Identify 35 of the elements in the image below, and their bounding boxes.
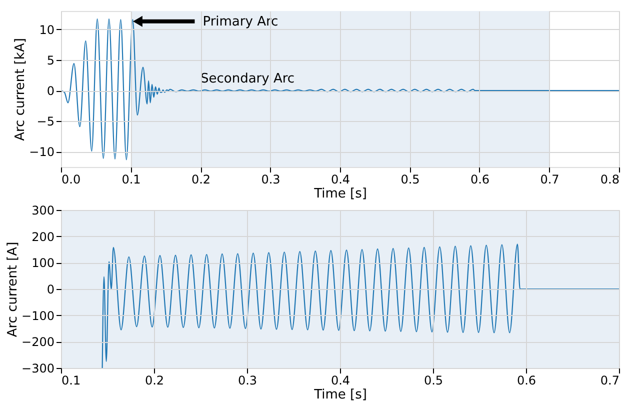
- x-tick-label: 0.3: [261, 172, 280, 186]
- line-series: [102, 244, 619, 368]
- x-tick-label: 0.2: [144, 374, 164, 388]
- x-tick-label: 0.4: [330, 374, 350, 388]
- y-axis-title: Arc current [A]: [6, 242, 21, 338]
- y-tick-label: 0: [46, 84, 54, 98]
- x-tick-label: 0.4: [330, 172, 350, 186]
- x-tick-label: 0.5: [400, 172, 420, 186]
- x-tick-label: 0.1: [62, 374, 81, 388]
- x-tick-label: 0.7: [540, 172, 560, 186]
- x-tick-label: 0.0: [62, 172, 81, 186]
- x-tick-label: 0.7: [600, 374, 620, 388]
- y-tick-label: 0: [46, 282, 54, 296]
- x-axis-title: Time [s]: [313, 388, 367, 402]
- y-tick-label: −5: [36, 114, 54, 129]
- y-tick-label: −300: [22, 362, 54, 376]
- y-tick-label: 10: [39, 22, 54, 37]
- y-tick-label: 100: [32, 256, 54, 270]
- y-tick-label: −100: [22, 308, 54, 323]
- y-tick-label: −200: [22, 335, 54, 350]
- x-tick-label: 0.3: [238, 374, 258, 388]
- x-axis-title: Time [s]: [313, 186, 367, 202]
- x-tick-label: 0.6: [470, 172, 490, 186]
- x-tick-label: 0.1: [122, 172, 141, 186]
- y-tick-label: −10: [29, 145, 54, 160]
- x-tick-label: 0.8: [600, 172, 620, 186]
- x-tick-label: 0.5: [424, 374, 444, 388]
- annotation: Primary Arc: [202, 14, 278, 30]
- y-tick-label: 300: [32, 204, 54, 218]
- x-tick-label: 0.2: [191, 172, 211, 186]
- annotation: Secondary Arc: [200, 72, 295, 87]
- y-tick-label: 5: [46, 53, 54, 68]
- y-tick-label: 200: [32, 230, 54, 244]
- y-axis-title: Arc current [kA]: [13, 38, 28, 141]
- x-tick-label: 0.6: [516, 374, 536, 388]
